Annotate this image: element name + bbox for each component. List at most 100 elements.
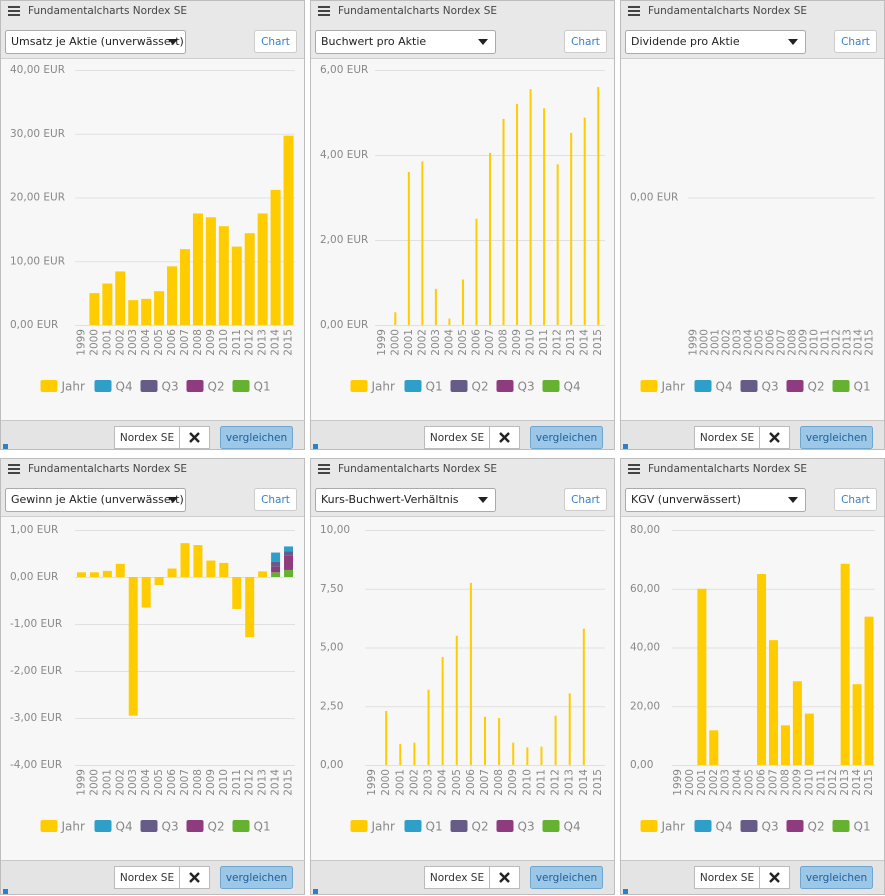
compare-button[interactable] xyxy=(220,426,293,449)
bar xyxy=(141,577,151,608)
compare-button[interactable] xyxy=(220,866,293,889)
x-tick-label: 2010 xyxy=(809,329,821,356)
company-label: Nordex SE xyxy=(430,432,484,444)
x-tick-label: 2015 xyxy=(592,769,604,796)
y-tick-label: 80,00 xyxy=(630,524,660,536)
bar xyxy=(489,152,491,325)
x-tick-label: 2003 xyxy=(732,329,744,356)
compare-label: vergleichen xyxy=(226,872,287,884)
dropdown[interactable] xyxy=(625,30,806,54)
menu-icon xyxy=(628,10,640,12)
dropdown[interactable] xyxy=(5,488,186,512)
legend-swatch xyxy=(186,820,204,832)
x-tick-label: 2012 xyxy=(244,769,256,796)
legend-swatch xyxy=(542,380,560,392)
bar xyxy=(568,693,571,765)
y-tick-label: 6,00 EUR xyxy=(320,64,368,76)
x-tick-label: 2012 xyxy=(827,769,839,796)
bar xyxy=(284,569,294,577)
legend-swatch xyxy=(832,820,850,832)
x-tick-label: 2005 xyxy=(744,769,756,796)
chart-button[interactable] xyxy=(564,488,607,511)
x-tick-label: 2010 xyxy=(803,769,815,796)
x-tick-label: 2002 xyxy=(114,329,126,356)
bar xyxy=(543,108,546,325)
x-tick-label: 2013 xyxy=(842,329,854,356)
panel-header: Fundamentalcharts Nordex SE xyxy=(338,463,497,475)
bar xyxy=(284,551,294,556)
corner-marker xyxy=(313,889,318,894)
dropdown[interactable] xyxy=(315,488,496,512)
y-tick-label: 1,00 EUR xyxy=(10,524,58,536)
compare-button[interactable] xyxy=(800,426,873,449)
x-tick-label: 2005 xyxy=(457,329,469,356)
x-tick-label: 2000 xyxy=(380,769,392,796)
x-tick-label: 2015 xyxy=(864,329,876,356)
x-tick-label: 2013 xyxy=(257,769,269,796)
x-tick-label: 1999 xyxy=(672,769,684,796)
legend-swatch xyxy=(40,380,58,392)
compare-button[interactable] xyxy=(530,426,603,449)
x-tick-label: 2004 xyxy=(443,329,455,356)
chart-button[interactable] xyxy=(254,488,297,511)
bar xyxy=(154,291,165,325)
legend-label: Q1 xyxy=(854,820,871,834)
y-tick-label: 7,50 xyxy=(320,583,343,595)
menu-icon xyxy=(628,464,640,466)
bar xyxy=(76,572,86,577)
y-tick-label: -2,00 EUR xyxy=(10,665,62,677)
bar xyxy=(385,710,388,765)
dropdown[interactable] xyxy=(5,30,186,54)
y-tick-label: 0,00 xyxy=(630,759,653,771)
legend-swatch xyxy=(40,820,58,832)
bar xyxy=(218,226,229,325)
bar xyxy=(469,582,472,765)
bar xyxy=(455,635,458,765)
y-tick-label: 0,00 xyxy=(320,759,343,771)
chart-button[interactable] xyxy=(834,488,877,511)
y-tick-label: 0,00 EUR xyxy=(320,319,368,331)
dropdown[interactable] xyxy=(625,488,806,512)
x-tick-label: 2006 xyxy=(166,769,178,796)
x-tick-label: 2013 xyxy=(839,769,851,796)
legend-swatch xyxy=(450,380,468,392)
menu-icon xyxy=(628,6,640,8)
bar xyxy=(780,725,790,765)
corner-marker xyxy=(3,889,8,894)
corner-marker xyxy=(623,889,628,894)
legend-label: Jahr xyxy=(661,380,685,394)
x-tick-label: 2000 xyxy=(699,329,711,356)
legend-label: Q3 xyxy=(762,380,779,394)
legend-swatch xyxy=(350,380,368,392)
chart-button[interactable] xyxy=(834,30,877,53)
panel-header: Fundamentalcharts Nordex SE xyxy=(338,5,497,17)
x-tick-label: 2014 xyxy=(579,329,591,356)
y-tick-label: 30,00 EUR xyxy=(10,128,65,140)
x-tick-label: 2006 xyxy=(166,329,178,356)
compare-button[interactable] xyxy=(530,866,603,889)
legend-label: Q3 xyxy=(518,820,535,834)
dropdown[interactable] xyxy=(315,30,496,54)
legend-swatch xyxy=(186,380,204,392)
legend-label: Q3 xyxy=(518,380,535,394)
chart-button-label: Chart xyxy=(841,36,870,48)
x-tick-label: 2001 xyxy=(696,769,708,796)
legend-swatch xyxy=(740,820,758,832)
chart-button[interactable] xyxy=(254,30,297,53)
legend-swatch xyxy=(404,820,422,832)
dropdown-value: Dividende pro Aktie xyxy=(631,35,740,48)
x-tick-label: 2011 xyxy=(815,769,827,796)
x-tick-label: 2009 xyxy=(511,329,523,356)
x-tick-label: 2008 xyxy=(192,329,204,356)
legend-label: Q1 xyxy=(426,380,443,394)
x-tick-label: 2015 xyxy=(283,769,295,796)
bar xyxy=(757,574,767,765)
legend-label: Q4 xyxy=(564,820,581,834)
y-tick-label: 2,50 xyxy=(320,700,343,712)
legend-swatch xyxy=(496,380,514,392)
compare-button[interactable] xyxy=(800,866,873,889)
chart-button[interactable] xyxy=(564,30,607,53)
bar xyxy=(128,577,138,716)
company-tag xyxy=(694,866,760,889)
menu-icon xyxy=(8,472,20,474)
